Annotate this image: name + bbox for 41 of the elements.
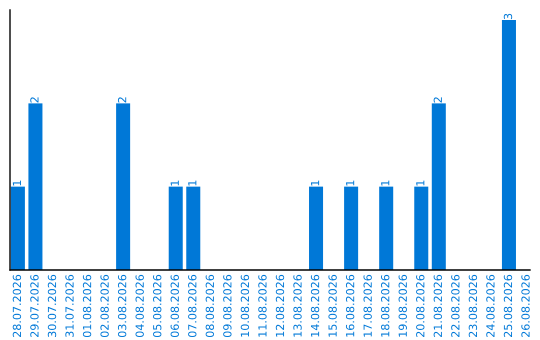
data-label: 2 xyxy=(118,97,126,103)
x-tick-label: 09.08.2026 xyxy=(223,274,232,338)
x-tick-label: 13.08.2026 xyxy=(293,274,302,337)
data-label: 1 xyxy=(311,180,320,186)
x-tick-label: 04.08.2026 xyxy=(135,274,144,338)
x-tick-label: 19.08.2026 xyxy=(398,274,407,337)
x-tick-label: 15.08.2026 xyxy=(328,274,337,337)
x-tick-label: 07.08.2026 xyxy=(188,274,196,338)
x-tick-label: 01.08.2026 xyxy=(82,274,92,338)
x-tick-label: 18.08.2026 xyxy=(381,274,390,337)
x-tick-label: 28.07.2026 xyxy=(12,274,22,337)
x-tick-label: 29.07.2026 xyxy=(30,274,39,337)
data-label: 2 xyxy=(434,97,442,103)
data-label: 1 xyxy=(12,180,21,186)
data-label: 1 xyxy=(188,180,196,186)
data-label: 2 xyxy=(30,97,38,103)
x-tick-label: 31.07.2026 xyxy=(65,274,74,337)
x-tick-label: 25.08.2026 xyxy=(504,274,512,337)
x-tick-label: 11.08.2026 xyxy=(258,274,267,337)
x-tick-label: 24.08.2026 xyxy=(486,274,495,337)
x-tick-label: 30.07.2026 xyxy=(48,274,56,337)
data-label: 1 xyxy=(346,180,354,186)
x-tick-label: 23.08.2026 xyxy=(468,274,478,337)
x-tick-label: 05.08.2026 xyxy=(153,274,162,338)
x-tick-label: 08.08.2026 xyxy=(206,274,214,338)
x-tick-label: 20.08.2026 xyxy=(416,274,424,337)
x-tick-label: 14.08.2026 xyxy=(310,274,320,337)
x-tick-label: 06.08.2026 xyxy=(170,274,179,338)
data-label: 1 xyxy=(416,180,424,186)
x-tick-label: 03.08.2026 xyxy=(118,274,126,338)
x-tick-label: 21.08.2026 xyxy=(434,274,442,337)
x-tick-label: 02.08.2026 xyxy=(100,274,109,338)
x-tick-label: 26.08.2026 xyxy=(521,274,530,337)
data-label: 3 xyxy=(504,14,512,20)
x-tick-label: 12.08.2026 xyxy=(276,274,284,337)
x-tick-label: 10.08.2026 xyxy=(240,274,250,337)
data-label: 1 xyxy=(170,180,179,186)
x-tick-label: 22.08.2026 xyxy=(451,274,460,337)
data-label: 1 xyxy=(381,180,390,186)
x-tick-label: 17.08.2026 xyxy=(363,274,372,337)
x-tick-label: 16.08.2026 xyxy=(346,274,354,337)
